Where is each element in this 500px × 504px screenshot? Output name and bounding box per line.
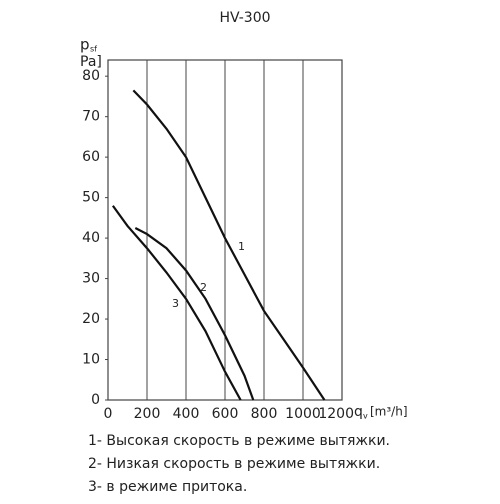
y-tick-label: 50 <box>82 190 100 206</box>
y-label-unit: Pa] <box>80 54 102 70</box>
y-label-main: p <box>80 36 90 54</box>
x-tick-label: 0 <box>104 406 113 422</box>
x-label-sub: v <box>363 412 368 421</box>
legend-text: 2- Низкая скорость в режиме вытяжки. <box>88 456 380 472</box>
x-tick-label: 200 <box>134 406 161 422</box>
y-tick-label: 70 <box>82 109 100 125</box>
x-label-main: q <box>354 404 363 420</box>
x-label-unit: [m³/h] <box>370 405 408 419</box>
curve-label: 3 <box>172 297 179 310</box>
y-label-sub: sf <box>90 45 97 54</box>
x-tick-label: 800 <box>251 406 278 422</box>
y-tick-label: 80 <box>82 68 100 84</box>
legend-text: 1- Высокая скорость в режиме вытяжки. <box>88 433 390 449</box>
curve <box>111 205 242 401</box>
curve <box>132 89 326 401</box>
legend-text: 3- в режиме притока. <box>88 479 247 495</box>
y-tick-label: 30 <box>82 271 100 287</box>
x-tick-label: 400 <box>173 406 200 422</box>
y-tick-label: 20 <box>82 311 100 327</box>
curve-label: 1 <box>238 240 245 253</box>
curve-label: 2 <box>200 281 207 294</box>
x-tick-label: 1200 <box>318 406 354 422</box>
curve <box>134 226 255 401</box>
y-tick-label: 10 <box>82 352 100 368</box>
y-tick-label: 40 <box>82 230 100 246</box>
x-tick-label: 1000 <box>285 406 321 422</box>
y-tick-label: 0 <box>91 392 100 408</box>
chart-title: HV-300 <box>219 10 270 26</box>
x-tick-label: 600 <box>212 406 239 422</box>
y-tick-label: 60 <box>82 149 100 165</box>
